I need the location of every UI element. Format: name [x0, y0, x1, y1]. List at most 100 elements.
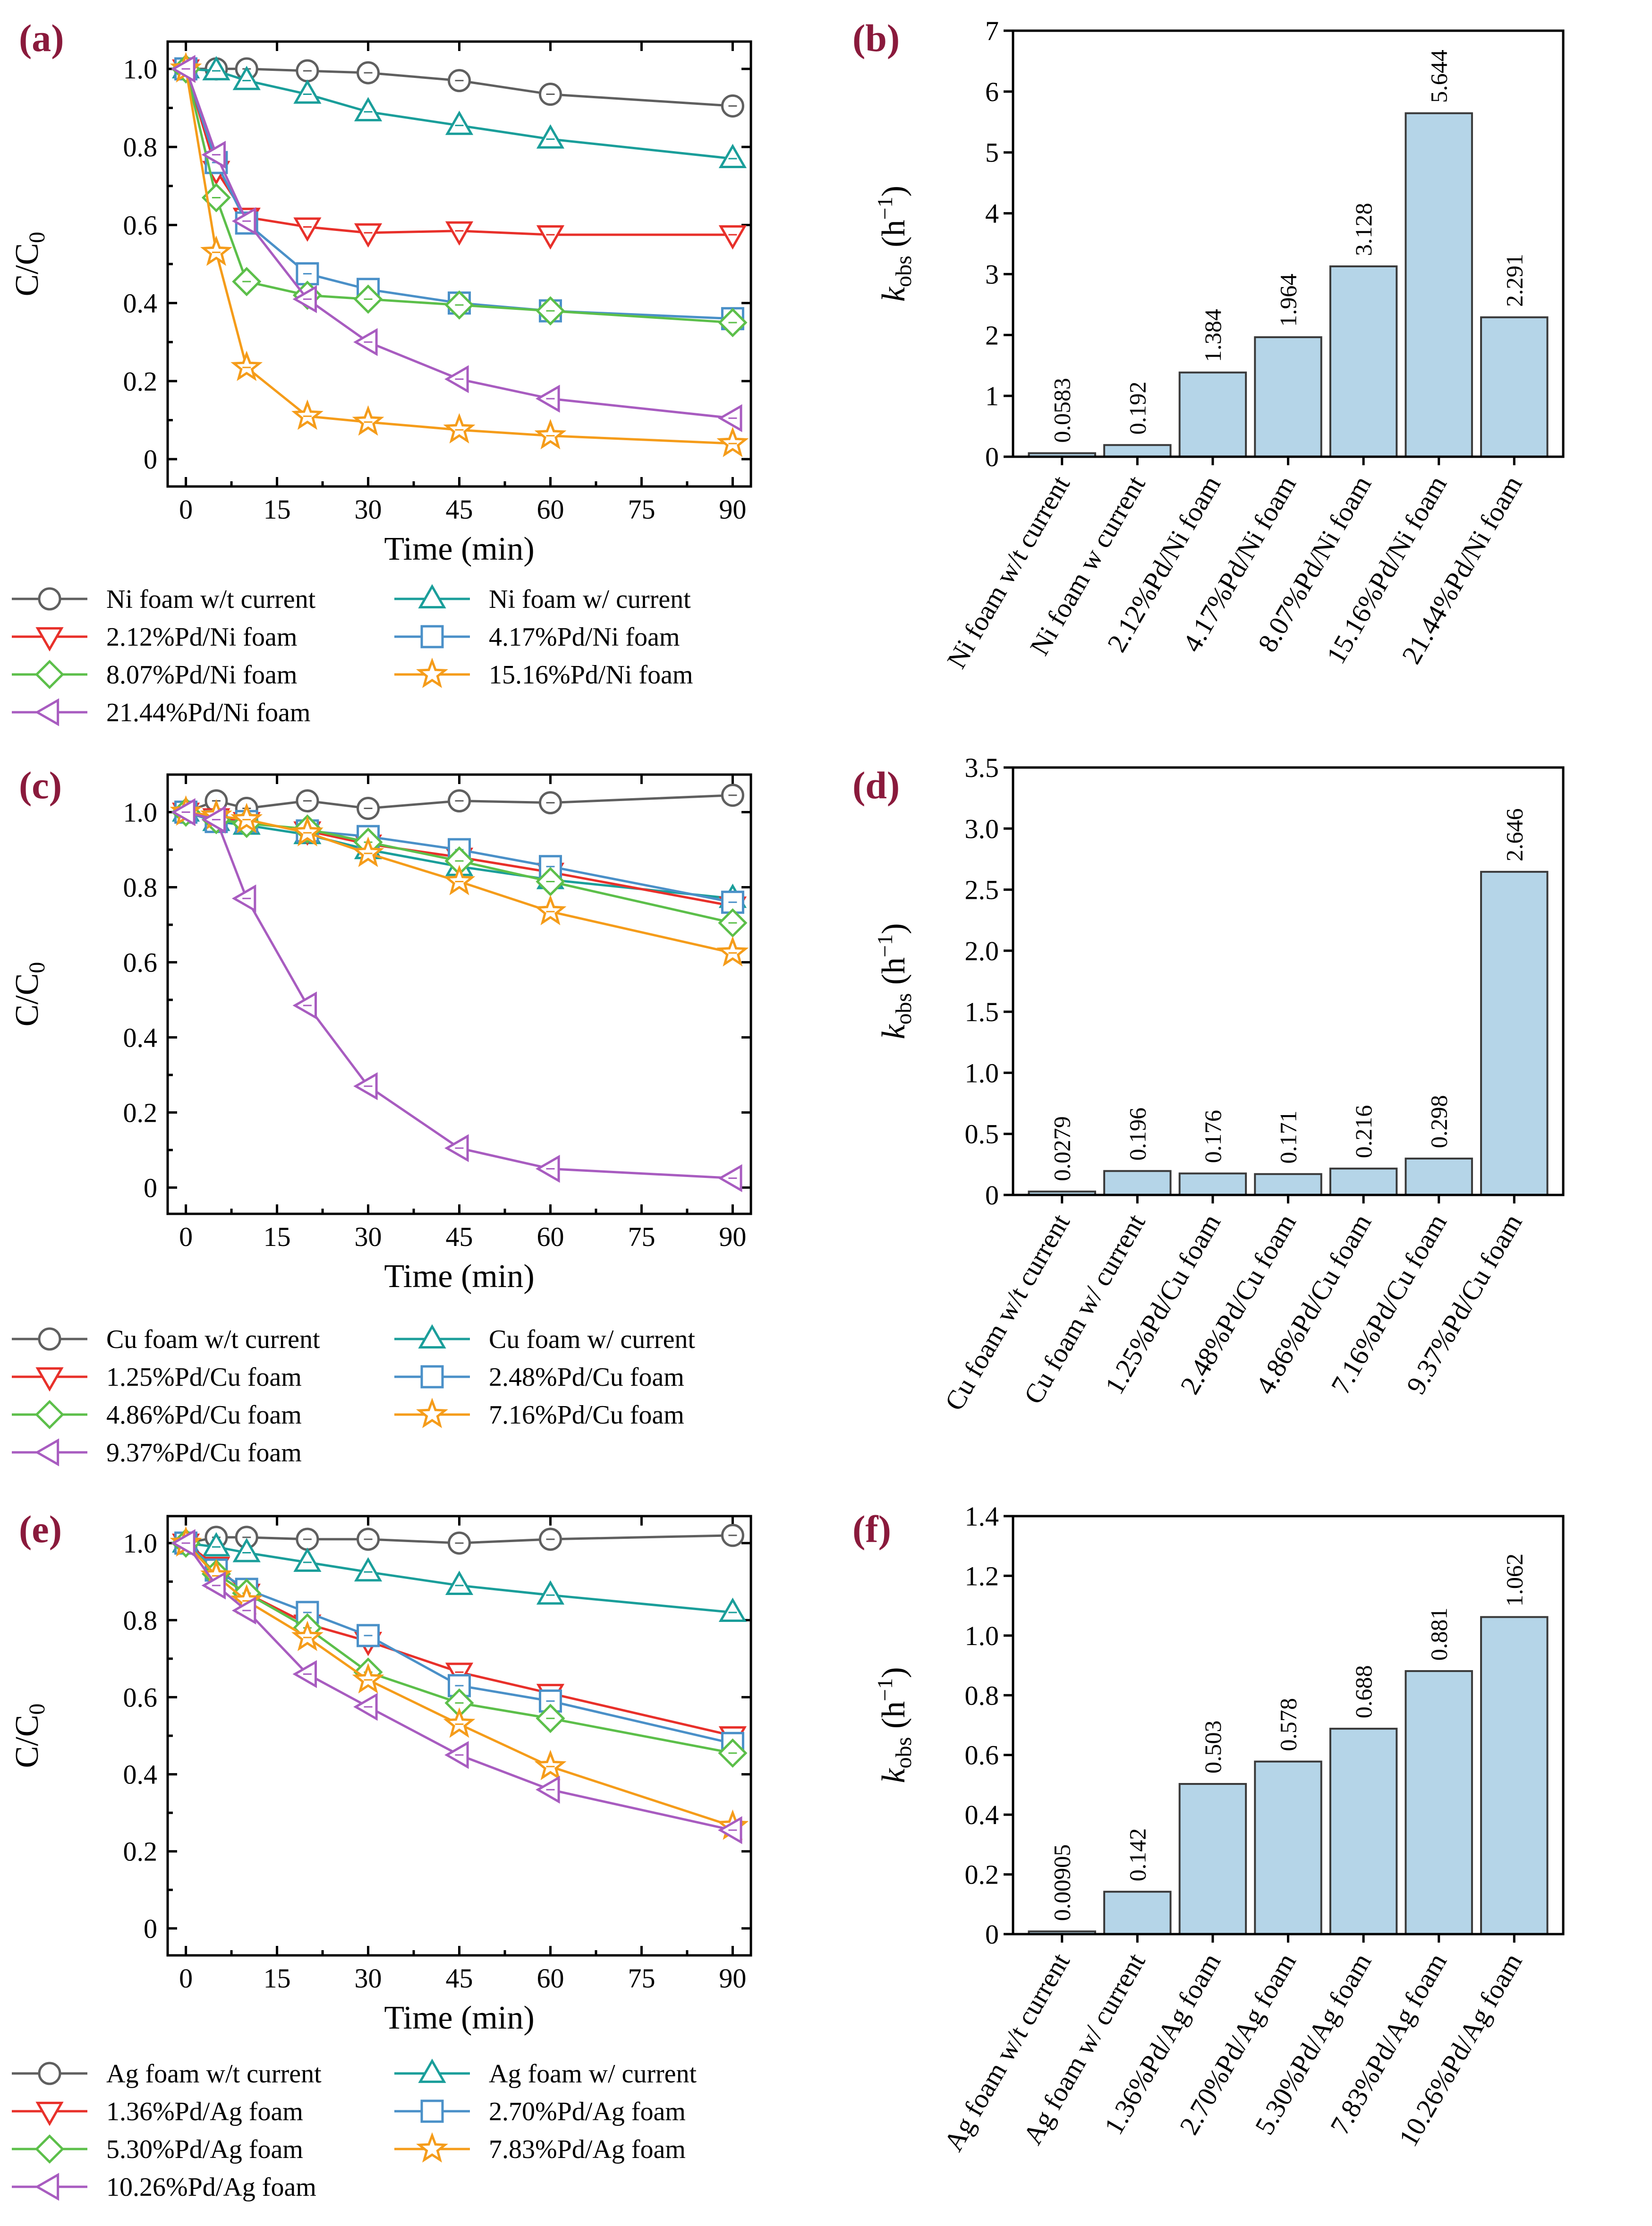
- bar: [1480, 870, 1549, 1196]
- line-chart-e: (e) 0 15 30 45 60 75 90 0 0.2 0.4 0.6 0.8 1.0 Time (mi…: [9, 1508, 752, 2202]
- marker-star: [230, 350, 263, 381]
- y-tick-label: 3.5: [965, 752, 999, 783]
- y-axis-title-sup: −1: [873, 1678, 897, 1701]
- y-tick-label: 0.8: [123, 872, 158, 903]
- y-tick-label: 1.4: [965, 1501, 999, 1532]
- series-ni-foam-w-t-current: [174, 57, 744, 118]
- y-tick-label: 3: [985, 259, 999, 290]
- y-axis-title-k: k: [876, 286, 912, 302]
- bar-value-label: 0.216: [1350, 1105, 1377, 1159]
- marker-star: [534, 895, 567, 926]
- legend-label: 1.36%Pd/Ag foam: [106, 2097, 303, 2126]
- legend-label: Ni foam w/ current: [489, 585, 691, 614]
- y-tick-label: 0.8: [965, 1680, 999, 1711]
- bar-value-label: 1.062: [1501, 1553, 1527, 1607]
- legend: Ni foam w/t current Ni foam w/ current 2.1…: [12, 584, 693, 727]
- marker-triangle-up: [418, 2058, 446, 2083]
- bar: [1480, 1616, 1549, 1935]
- bar-value-label: 0.171: [1275, 1110, 1302, 1164]
- marker-triangle-down: [35, 1367, 64, 1392]
- y-tick-label: 0.4: [123, 1022, 158, 1053]
- y-tick-label: 0: [144, 1913, 157, 1944]
- plot-frame: [1012, 29, 1565, 458]
- marker-star: [352, 405, 384, 436]
- line-chart-c: (c) 0 15 30 45 60 75 90 0 0.2 0.4 0.6 0.8 1.0 Time (mi…: [9, 764, 752, 1467]
- legend-label: 2.48%Pd/Cu foam: [489, 1363, 684, 1392]
- panel-label: (f): [852, 1508, 891, 1551]
- bar-value-label: 0.578: [1275, 1698, 1302, 1751]
- bar-value-label: 0.142: [1124, 1828, 1150, 1882]
- y-tick-label: 0.6: [123, 210, 158, 240]
- marker-triangle-down: [718, 225, 747, 250]
- marker-star: [291, 399, 324, 430]
- marker-square: [420, 1365, 444, 1389]
- legend-item: 8.07%Pd/Ni foam: [12, 659, 297, 690]
- y-axis-title: C/C0: [9, 962, 50, 1027]
- y-tick-label: 2.0: [965, 936, 999, 966]
- y-axis-title-subscript: 0: [25, 962, 50, 973]
- legend-item: 10.26%Pd/Ag foam: [12, 2173, 316, 2202]
- legend-item: 4.17%Pd/Ni foam: [394, 623, 680, 652]
- marker-triangle-up: [718, 144, 747, 168]
- x-tick-label: 75: [628, 1221, 655, 1252]
- bar-value-label: 0.298: [1426, 1095, 1452, 1148]
- y-axis-title: kobs (h−1): [873, 923, 916, 1040]
- y-axis-title-k: k: [876, 1023, 912, 1039]
- marker-square: [420, 625, 444, 648]
- marker-triangle-up: [418, 584, 446, 609]
- marker-star: [291, 816, 324, 847]
- x-tick-label: 90: [719, 494, 746, 525]
- series-line: [185, 68, 733, 445]
- bar-value-label: 5.644: [1426, 50, 1452, 103]
- legend-item: Cu foam w/ current: [394, 1324, 695, 1354]
- series-4-17-pd-ni-foam: [174, 57, 744, 331]
- legend-label: 5.30%Pd/Ag foam: [106, 2135, 303, 2164]
- marker-triangle-up: [202, 1532, 230, 1557]
- series-line: [185, 68, 733, 236]
- legend-label: 10.26%Pd/Ag foam: [106, 2173, 316, 2202]
- bar-value-label: 0.0279: [1049, 1116, 1075, 1181]
- bar: [1405, 1157, 1473, 1196]
- marker-circle: [38, 2062, 61, 2085]
- bar-value-label: 0.196: [1124, 1108, 1150, 1161]
- y-axis-title-k: k: [876, 1767, 912, 1783]
- y-tick-label: 0: [985, 1919, 999, 1950]
- y-tick-label: 4: [985, 198, 999, 229]
- y-tick-label: 1.2: [965, 1561, 999, 1591]
- marker-triangle-down: [35, 2101, 64, 2126]
- y-tick-label: 0.2: [123, 1836, 158, 1867]
- legend-item: 21.44%Pd/Ni foam: [12, 698, 310, 727]
- y-axis-title: kobs (h−1): [873, 186, 916, 302]
- legend-item: 7.16%Pd/Cu foam: [394, 1398, 684, 1430]
- y-tick-label: 0.8: [123, 132, 158, 162]
- y-axis-title-close: ): [876, 1667, 912, 1678]
- y-tick-label: 0: [144, 444, 157, 475]
- y-axis-title: kobs (h−1): [873, 1667, 916, 1783]
- bar: [1405, 112, 1473, 458]
- x-tick-label: 45: [446, 494, 473, 525]
- bar-value-label: 0.881: [1426, 1608, 1452, 1661]
- bar-value-label: 3.128: [1350, 203, 1377, 256]
- bar-value-label: 1.964: [1275, 273, 1302, 327]
- marker-triangle-left: [34, 698, 60, 726]
- y-axis-title-unit: (h: [876, 957, 912, 993]
- marker-triangle-up: [202, 56, 230, 81]
- y-tick-label: 0.2: [965, 1859, 999, 1890]
- y-tick-label: 0: [985, 442, 999, 472]
- y-tick-label: 1.0: [123, 1528, 158, 1559]
- x-tick-label: 0: [179, 494, 193, 525]
- plot-frame: [1012, 1515, 1565, 1936]
- marker-triangle-left: [34, 2173, 60, 2201]
- legend-item: 5.30%Pd/Ag foam: [12, 2134, 303, 2164]
- bar: [1405, 1670, 1473, 1935]
- legend-item: Ag foam w/t current: [12, 2059, 322, 2089]
- legend: Ag foam w/t current Ag foam w/ current 1.3…: [12, 2058, 697, 2202]
- y-axis-title-sup: −1: [873, 934, 897, 957]
- legend-label: 7.16%Pd/Cu foam: [489, 1400, 684, 1430]
- panel-label: (d): [852, 764, 900, 807]
- marker-star: [716, 936, 749, 967]
- bar: [1480, 316, 1549, 458]
- y-tick-label: 1.0: [123, 797, 158, 827]
